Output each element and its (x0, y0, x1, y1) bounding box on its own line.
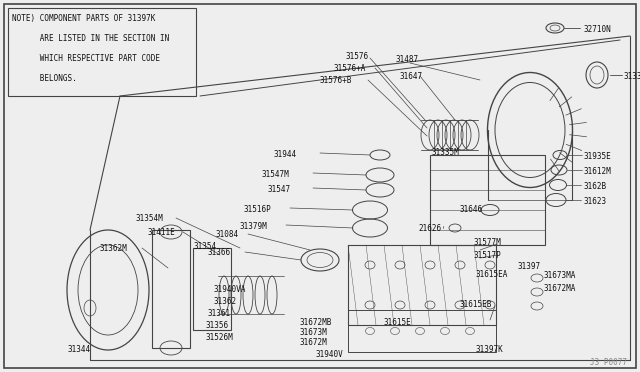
Text: 31362M: 31362M (100, 244, 128, 253)
Text: 31612M: 31612M (584, 167, 612, 176)
Text: 31576: 31576 (345, 52, 368, 61)
Text: NOTE) COMPONENT PARTS OF 31397K: NOTE) COMPONENT PARTS OF 31397K (12, 14, 156, 23)
Text: 31361: 31361 (208, 309, 231, 318)
Text: 31935E: 31935E (584, 152, 612, 161)
Text: 31356: 31356 (206, 321, 229, 330)
Text: 31516P: 31516P (244, 205, 272, 214)
Text: 31647: 31647 (400, 72, 423, 81)
Text: 31487: 31487 (395, 55, 418, 64)
Text: 3162B: 3162B (583, 182, 606, 191)
Text: 31354M: 31354M (135, 214, 163, 223)
Text: ARE LISTED IN THE SECTION IN: ARE LISTED IN THE SECTION IN (12, 34, 169, 43)
Bar (348, 245, 496, 325)
Text: 31335M: 31335M (432, 148, 460, 157)
Text: 31344: 31344 (68, 345, 91, 354)
Text: 31397K: 31397K (475, 345, 503, 354)
Text: WHICH RESPECTIVE PART CODE: WHICH RESPECTIVE PART CODE (12, 54, 160, 63)
Bar (152, 230, 190, 348)
Bar (8, 8, 196, 96)
Text: 31084: 31084 (215, 230, 238, 239)
Text: 31362: 31362 (213, 297, 236, 306)
Text: 31526M: 31526M (205, 333, 233, 342)
Text: 31615E: 31615E (384, 318, 412, 327)
Text: 31623: 31623 (583, 197, 606, 206)
Text: 31673MA: 31673MA (543, 271, 575, 280)
Text: 31517P: 31517P (474, 251, 502, 260)
Text: 31672MA: 31672MA (543, 284, 575, 293)
Text: 31673M: 31673M (300, 328, 328, 337)
Text: 31576+A: 31576+A (333, 64, 365, 73)
Text: 31615EA: 31615EA (475, 270, 508, 279)
Text: 31547: 31547 (268, 185, 291, 194)
Text: 31940VA: 31940VA (213, 285, 245, 294)
Text: 31397: 31397 (518, 262, 541, 271)
Text: 31366: 31366 (207, 248, 230, 257)
Bar (348, 310, 496, 352)
Text: 31379M: 31379M (240, 222, 268, 231)
Bar (430, 155, 545, 245)
Text: BELONGS.: BELONGS. (12, 74, 77, 83)
Text: 21626: 21626 (418, 224, 441, 233)
Text: 31354: 31354 (193, 242, 216, 251)
Text: 31940V: 31940V (315, 350, 343, 359)
Text: 31411E: 31411E (148, 228, 176, 237)
Text: 31577M: 31577M (474, 238, 502, 247)
Text: 32710N: 32710N (583, 25, 611, 34)
Text: J3 P0077: J3 P0077 (590, 358, 627, 367)
Text: 31576+B: 31576+B (320, 76, 353, 85)
Text: 31672MB: 31672MB (300, 318, 332, 327)
Text: 31615EB: 31615EB (460, 300, 492, 309)
Text: 31646: 31646 (460, 205, 483, 214)
Text: 31336M: 31336M (624, 72, 640, 81)
Bar (193, 248, 231, 330)
Text: 31672M: 31672M (300, 338, 328, 347)
Text: 31547M: 31547M (262, 170, 290, 179)
Text: 31944: 31944 (273, 150, 296, 159)
